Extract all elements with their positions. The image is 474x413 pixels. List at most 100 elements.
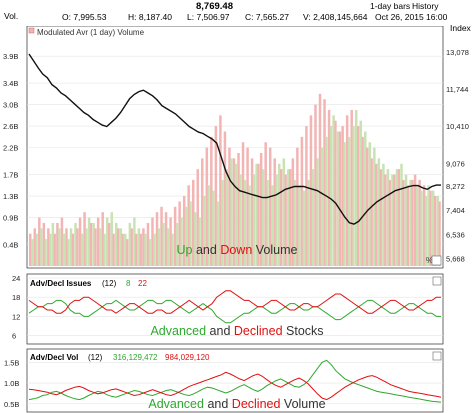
down-volume-bar: [191, 179, 195, 266]
up-volume-bar: [377, 158, 381, 266]
left-tick-label: 3.4B: [3, 79, 18, 88]
up-volume-bar: [404, 174, 408, 266]
up-volume-bar: [44, 239, 47, 266]
down-volume-bar: [350, 109, 353, 266]
up-volume-bar: [74, 222, 77, 266]
advdecl-vol-grid: [27, 362, 443, 405]
advdecl-vol-tick-label: 0.5B: [4, 400, 19, 409]
down-volume-bar: [169, 217, 172, 266]
up-volume-bar: [92, 222, 95, 266]
down-volume-bar: [411, 179, 414, 266]
up-volume-bar: [415, 185, 419, 266]
advdecl-vol-panel-toggle[interactable]: [432, 351, 442, 361]
date-time: Oct 26, 2015 16:00: [375, 12, 448, 22]
up-volume-bar: [266, 179, 269, 266]
volume-bars: [29, 93, 441, 266]
issues-panel-toggle[interactable]: [432, 276, 442, 286]
issues-decl-value: 22: [138, 279, 147, 288]
down-volume-bar: [314, 104, 317, 266]
index-price-line: [28, 53, 441, 225]
down-volume-bar: [338, 131, 342, 266]
up-volume-bar: [332, 115, 335, 266]
down-volume-bar: [422, 185, 426, 266]
down-volume-bar: [402, 179, 405, 266]
up-volume-bar: [364, 131, 367, 266]
legend-swatch: [28, 27, 35, 34]
issues-adv-value: 8: [126, 279, 131, 288]
up-volume-bar: [316, 158, 319, 266]
up-volume-bar: [194, 212, 197, 266]
declined-issues-line: [28, 290, 441, 314]
advdecl-volume-chart: 1.5B 1.0B 0.5B Adv/Decl Vol (12) 316,129,4…: [4, 348, 444, 413]
down-volume-bar: [406, 185, 410, 266]
down-volume-bar: [418, 179, 421, 266]
index-axis-label: Index: [450, 23, 471, 33]
up-down-annotation: Up and Down Volume: [177, 243, 298, 257]
up-volume-bar: [409, 179, 412, 266]
right-axis: 13,078 11,744 10,410 9,076 8,272 7,404 6,536 5,…: [446, 48, 469, 264]
interval-label: 1-day bars: [370, 1, 411, 11]
down-volume-bar: [264, 142, 267, 266]
up-volume-bar: [162, 222, 165, 266]
up-volume-bar: [391, 174, 394, 266]
left-axis: 3.9B 3.4B 3.0B 2.6B 2.2B 1.7B 1.3B 0.9B 0.4B: [3, 52, 18, 249]
down-volume-bar: [305, 126, 308, 266]
down-volume-bar: [94, 228, 97, 266]
up-volume-bar: [311, 169, 315, 266]
up-volume-bar: [275, 174, 278, 266]
scale-toggle-button[interactable]: [431, 255, 442, 266]
up-volume-bar: [436, 196, 439, 266]
down-volume-bar: [397, 169, 401, 266]
down-volume-bar: [160, 206, 163, 266]
main-legend: Modulated Avr (1 day) Volume: [37, 28, 145, 37]
right-tick-label: 7,404: [446, 206, 465, 215]
up-volume-bar: [270, 185, 274, 266]
up-volume-bar: [216, 201, 219, 266]
up-volume-bar: [234, 163, 238, 266]
up-volume-bar: [184, 206, 188, 266]
left-tick-label: 1.3B: [3, 192, 18, 201]
down-volume-bar: [130, 228, 133, 266]
down-volume-bar: [341, 126, 344, 266]
down-volume-bar: [42, 222, 46, 266]
up-volume-bar: [212, 190, 215, 266]
up-volume-bar: [359, 120, 362, 266]
up-volume-bar: [354, 109, 358, 266]
history-button[interactable]: History: [412, 1, 439, 11]
down-volume-bar: [187, 185, 190, 266]
issues-chart: 24 18 12 6 Adv/Decl Issues (12) 8 22 Advanc…: [12, 273, 444, 345]
up-volume-bar: [103, 233, 106, 266]
down-volume-bar: [76, 228, 79, 266]
up-volume-bar: [58, 228, 61, 266]
issues-tick-label: 6: [12, 332, 16, 341]
price-line: [28, 53, 441, 225]
main-chart: 3.9B 3.4B 3.0B 2.6B 2.2B 1.7B 1.3B 0.9B 0.4B 13,…: [3, 26, 469, 269]
down-volume-bar: [83, 212, 86, 266]
up-volume-bar: [307, 179, 310, 266]
down-volume-bar: [47, 228, 50, 266]
advdecl-vol-adv-value: 316,129,472: [113, 353, 158, 362]
down-volume-bar: [366, 147, 369, 266]
down-volume-bar: [78, 217, 82, 266]
up-volume-bar: [221, 179, 224, 266]
last-price: 8,769.48: [196, 1, 233, 12]
up-volume-bar: [320, 147, 324, 266]
down-volume-bar: [268, 147, 272, 266]
down-volume-bar: [413, 174, 417, 266]
down-volume-bar: [379, 169, 382, 266]
right-tick-label: 8,272: [446, 182, 465, 191]
up-volume-bar: [287, 169, 290, 266]
down-volume-bar: [300, 136, 304, 266]
up-volume-bar: [98, 228, 102, 266]
high-value: H: 8,187.40: [128, 12, 172, 22]
up-volume-bar: [424, 196, 428, 266]
advanced-issues-line: [28, 299, 441, 324]
down-volume-bar: [89, 222, 93, 266]
down-volume-bar: [327, 109, 331, 266]
down-volume-bar: [126, 239, 129, 266]
right-tick-label: 6,536: [446, 230, 465, 239]
down-volume-bar: [38, 217, 41, 266]
up-volume-bar: [175, 222, 179, 266]
down-volume-bar: [173, 206, 177, 266]
down-volume-bar: [96, 217, 100, 266]
